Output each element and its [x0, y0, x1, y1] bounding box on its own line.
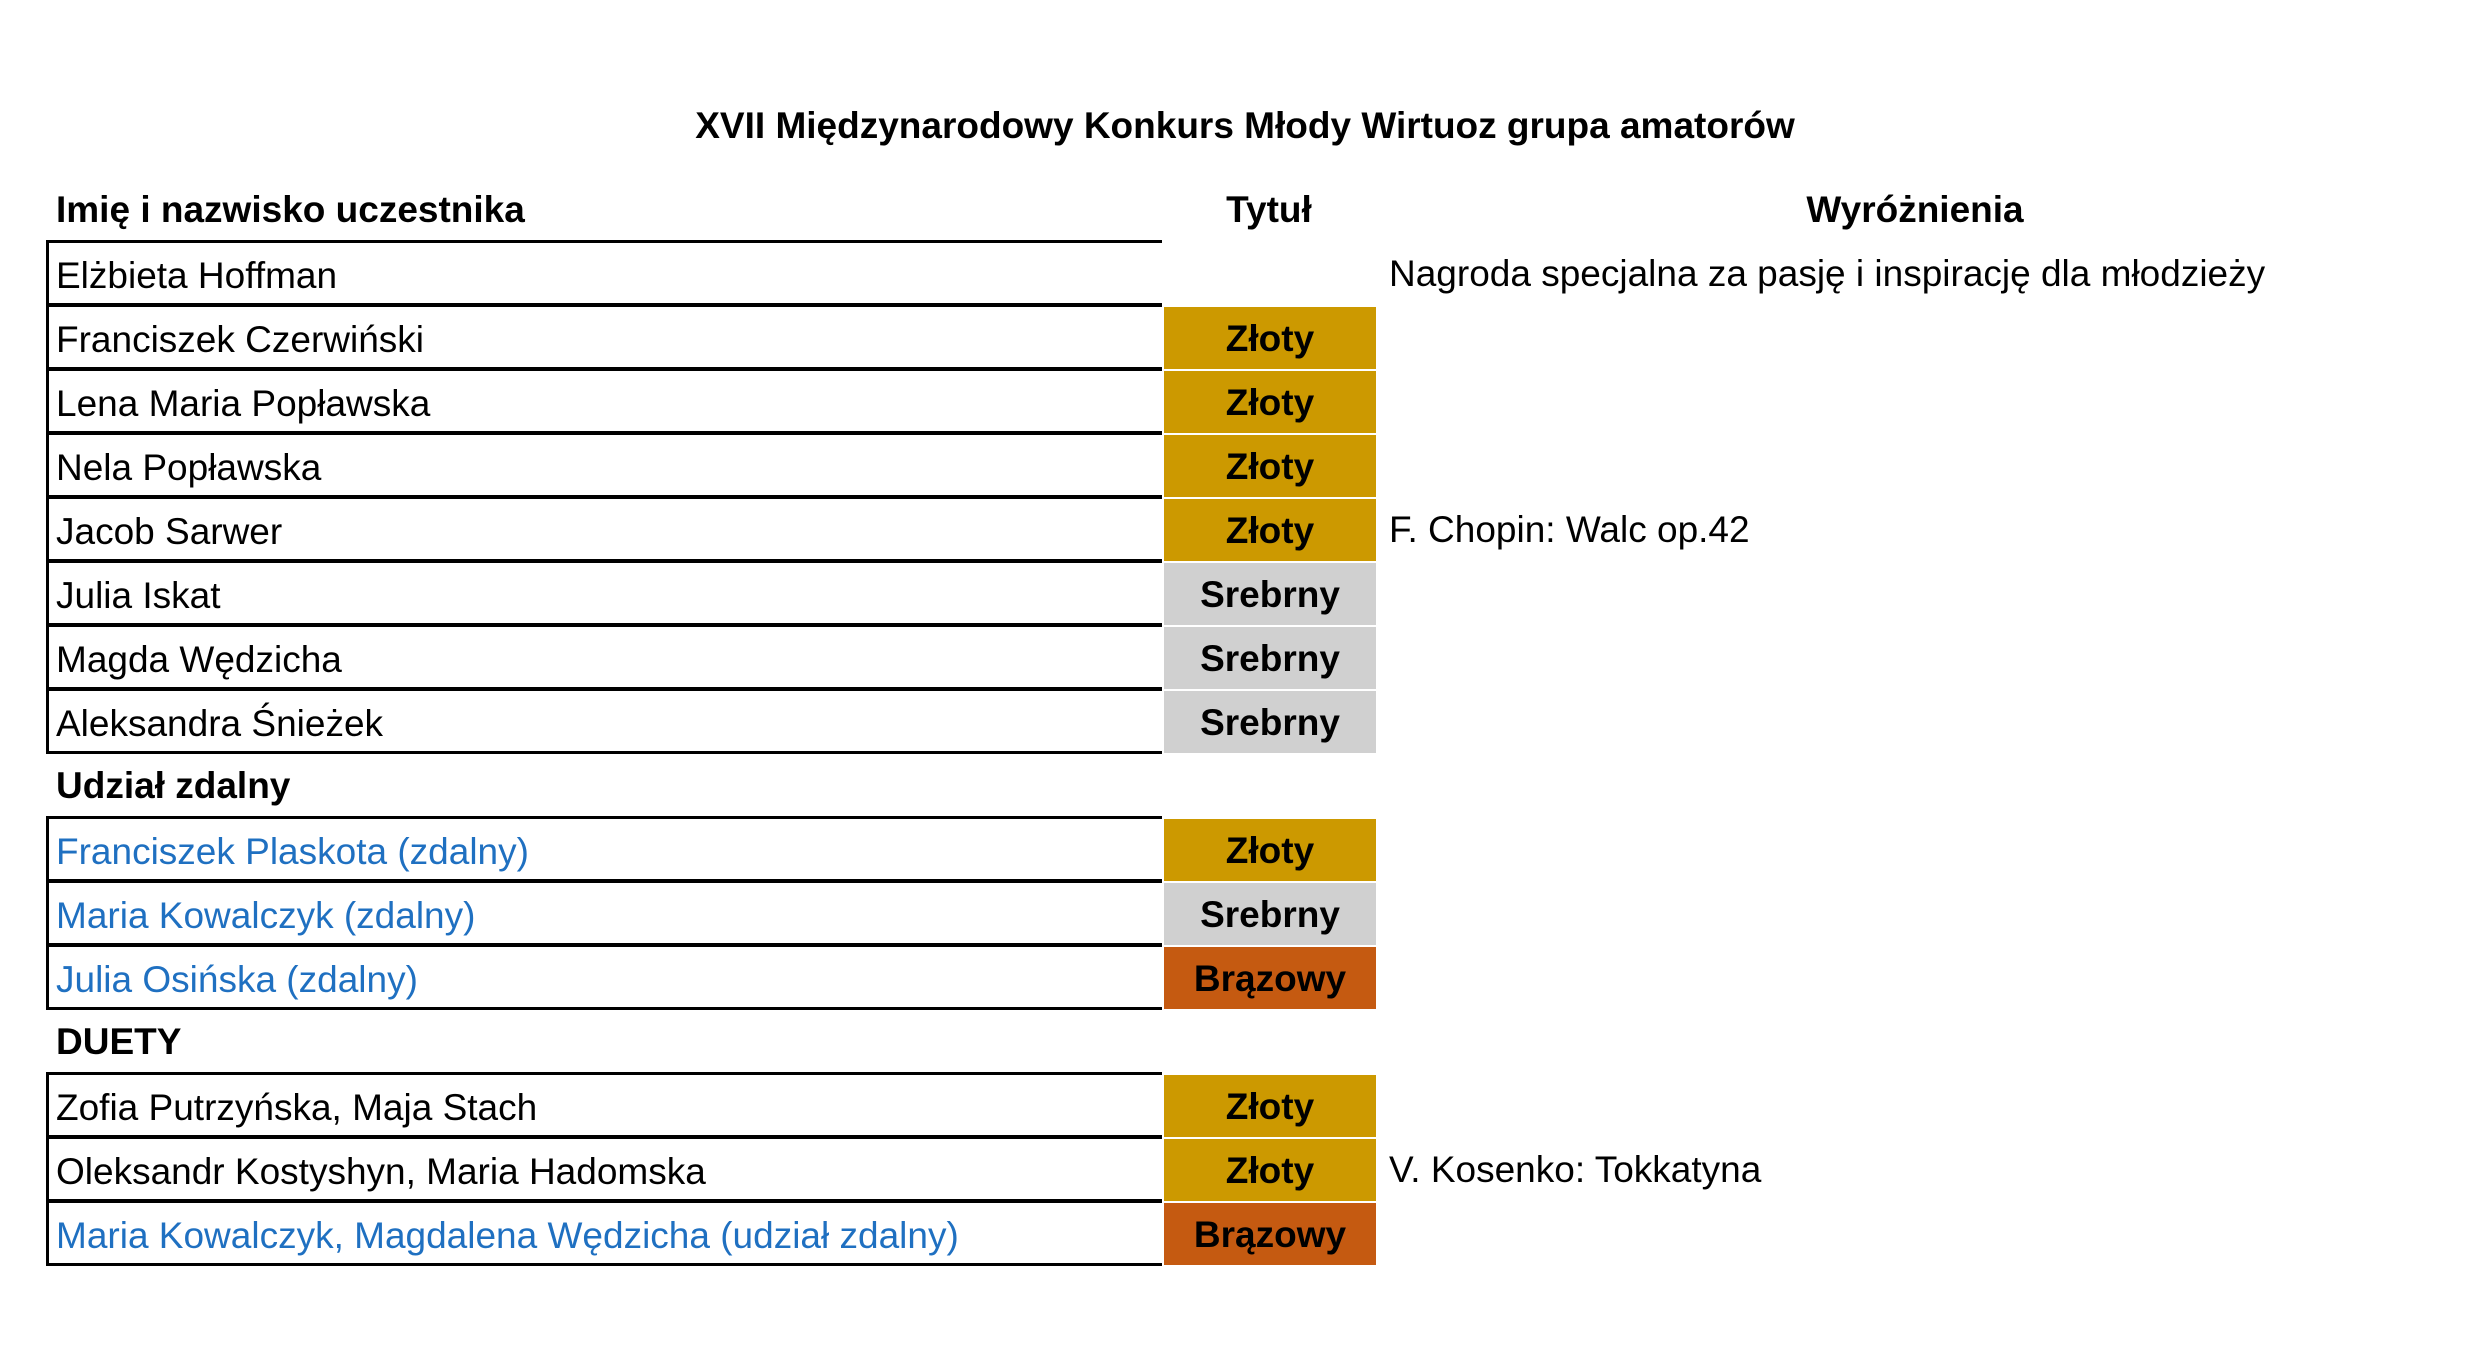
column-header: Wyróżnienia: [1806, 189, 2024, 230]
column-header: Tytuł: [1226, 189, 1312, 230]
title-label: Srebrny: [1200, 638, 1340, 679]
title-cell: [1164, 1139, 1376, 1201]
participant-name: Aleksandra Śnieżek: [56, 703, 384, 744]
title-label: Złoty: [1225, 510, 1315, 551]
title-cell: [1164, 435, 1376, 497]
column-header: Imię i nazwisko uczestnika: [56, 189, 525, 230]
title-cell: [1164, 627, 1376, 689]
section-label: Udział zdalny: [56, 765, 291, 806]
title-label: Srebrny: [1200, 702, 1340, 743]
title-label: Złoty: [1225, 382, 1315, 423]
title-label: Złoty: [1225, 1086, 1315, 1127]
title-cell: [1164, 883, 1376, 945]
participant-name: Elżbieta Hoffman: [56, 255, 338, 296]
title-cell: [1164, 499, 1376, 561]
title-label: Złoty: [1225, 446, 1315, 487]
title-label: Złoty: [1225, 318, 1315, 359]
title-label: Srebrny: [1200, 894, 1340, 935]
title-cell: [1164, 691, 1376, 753]
section-label: DUETY: [56, 1021, 182, 1062]
title-cell: [1164, 819, 1376, 881]
award: F. Chopin: Walc op.42: [1389, 509, 1750, 550]
name-cell: [46, 688, 1162, 754]
participant-name: Franciszek Plaskota (zdalny): [56, 831, 529, 872]
award: Nagroda specjalna za pasję i inspirację …: [1389, 253, 2266, 294]
title-cell: [1164, 1203, 1376, 1265]
title-cell: [1164, 371, 1376, 433]
title-cell: [1164, 563, 1376, 625]
participant-name: Franciszek Czerwiński: [56, 319, 425, 360]
participant-name: Maria Kowalczyk (zdalny): [56, 895, 476, 936]
participant-name: Jacob Sarwer: [56, 511, 283, 552]
participant-name: Zofia Putrzyńska, Maja Stach: [56, 1087, 538, 1128]
name-cell: [46, 944, 1162, 1010]
title-cell: [1164, 307, 1376, 369]
participant-name: Magda Wędzicha: [56, 639, 342, 680]
participant-name: Oleksandr Kostyshyn, Maria Hadomska: [56, 1151, 706, 1192]
title-label: Srebrny: [1200, 574, 1340, 615]
page-title: XVII Międzynarodowy Konkurs Młody Wirtuo…: [695, 105, 1795, 146]
title-cell: [1164, 947, 1376, 1009]
participant-name: Julia Osińska (zdalny): [56, 959, 418, 1000]
title-label: Brązowy: [1193, 1214, 1347, 1255]
participant-name: Nela Popławska: [56, 447, 322, 488]
participant-name: Maria Kowalczyk, Magdalena Wędzicha (udz…: [56, 1215, 959, 1256]
title-label: Brązowy: [1193, 958, 1347, 999]
participant-name: Julia Iskat: [56, 575, 221, 616]
award: V. Kosenko: Tokkatyna: [1389, 1149, 1762, 1190]
name-cell: [46, 1200, 1162, 1266]
participant-name: Lena Maria Popławska: [56, 383, 431, 424]
title-label: Złoty: [1225, 830, 1315, 871]
title-cell: [1164, 1075, 1376, 1137]
title-label: Złoty: [1225, 1150, 1315, 1191]
